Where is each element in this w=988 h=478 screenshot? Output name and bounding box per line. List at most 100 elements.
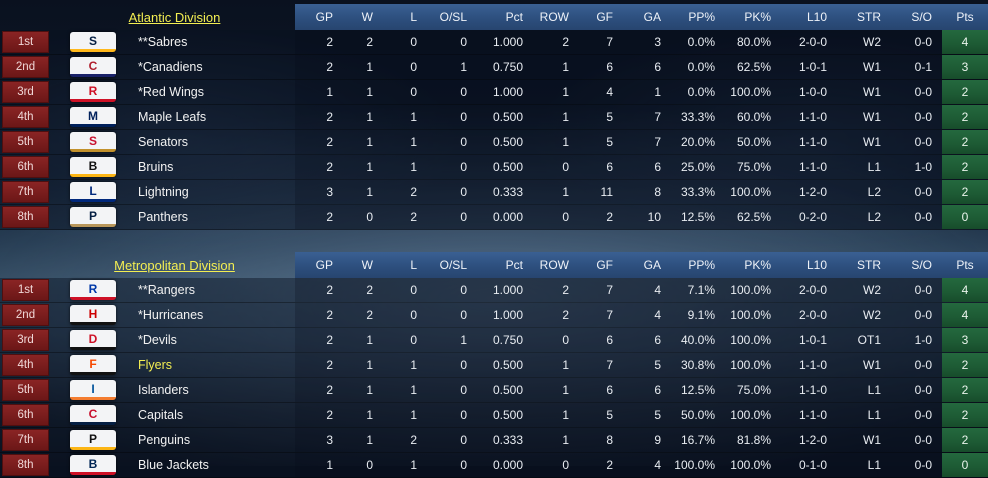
team-logo: D — [70, 330, 116, 350]
team-name[interactable]: Panthers — [138, 210, 189, 224]
stat-s-o: 0-0 — [891, 180, 942, 204]
team-row[interactable]: 1st R **Rangers 2 2 0 0 1.000 2 7 4 7.1% 100.0% 2-… — [0, 278, 988, 303]
stat-str: W1 — [837, 353, 891, 377]
team-logo: R — [70, 82, 116, 102]
stat-pct: 0.333 — [477, 428, 533, 452]
stat-l: 1 — [383, 453, 427, 477]
stat-row: 1 — [533, 180, 579, 204]
stat-pct: 0.500 — [477, 378, 533, 402]
team-name[interactable]: Capitals — [138, 408, 184, 422]
column-header-ga[interactable]: GA — [623, 4, 671, 30]
column-header-l10[interactable]: L10 — [781, 4, 837, 30]
stat-pp: 9.1% — [671, 303, 725, 327]
team-row[interactable]: 5th I Islanders 2 1 1 0 0.500 1 6 6 12.5% 75.0% 1-… — [0, 378, 988, 403]
team-name[interactable]: *Red Wings — [138, 85, 204, 99]
column-header-w[interactable]: W — [343, 252, 383, 278]
team-logo-cell: C — [52, 55, 134, 79]
team-name[interactable]: Flyers — [138, 358, 173, 372]
column-header-ga[interactable]: GA — [623, 252, 671, 278]
team-row[interactable]: 4th F Flyers 2 1 1 0 0.500 1 7 5 30.8% 100.0% 1-1-… — [0, 353, 988, 378]
team-row[interactable]: 3rd R *Red Wings 1 1 0 0 1.000 1 4 1 0.0% 100.0% 1… — [0, 80, 988, 105]
column-header-pp[interactable]: PP% — [671, 4, 725, 30]
column-header-row[interactable]: ROW — [533, 4, 579, 30]
team-row[interactable]: 6th B Bruins 2 1 1 0 0.500 0 6 6 25.0% 75.0% 1-1-0… — [0, 155, 988, 180]
column-header-gf[interactable]: GF — [579, 4, 623, 30]
column-header-w[interactable]: W — [343, 4, 383, 30]
column-header-pts[interactable]: Pts — [942, 252, 988, 278]
team-name[interactable]: *Canadiens — [138, 60, 203, 74]
team-row[interactable]: 2nd C *Canadiens 2 1 0 1 0.750 1 6 6 0.0% 62.5% 1-… — [0, 55, 988, 80]
column-header-pct[interactable]: Pct — [477, 252, 533, 278]
team-row[interactable]: 4th M Maple Leafs 2 1 1 0 0.500 1 5 7 33.3% 60.0%… — [0, 105, 988, 130]
stat-gp: 3 — [295, 428, 343, 452]
stat-ga: 4 — [623, 303, 671, 327]
stat-pk: 100.0% — [725, 453, 781, 477]
column-header-l[interactable]: L — [383, 252, 427, 278]
stat-o-sl: 0 — [427, 105, 477, 129]
team-name[interactable]: Senators — [138, 135, 189, 149]
column-header-o-sl[interactable]: O/SL — [427, 4, 477, 30]
division-title[interactable]: Atlantic Division — [128, 9, 221, 25]
team-name[interactable]: Maple Leafs — [138, 110, 207, 124]
stat-s-o: 1-0 — [891, 328, 942, 352]
team-row[interactable]: 7th L Lightning 3 1 2 0 0.333 1 11 8 33.3% 100.0%… — [0, 180, 988, 205]
team-logo: L — [70, 182, 116, 202]
team-logo-cell: R — [52, 80, 134, 104]
column-header-pk[interactable]: PK% — [725, 4, 781, 30]
column-header-pts[interactable]: Pts — [942, 4, 988, 30]
stat-pp: 40.0% — [671, 328, 725, 352]
stat-l10: 2-0-0 — [781, 278, 837, 302]
team-row[interactable]: 6th C Capitals 2 1 1 0 0.500 1 5 5 50.0% 100.0% 1-… — [0, 403, 988, 428]
column-header-o-sl[interactable]: O/SL — [427, 252, 477, 278]
stat-ga: 5 — [623, 403, 671, 427]
stat-l: 0 — [383, 278, 427, 302]
stat-str: W2 — [837, 303, 891, 327]
stat-gp: 2 — [295, 328, 343, 352]
rank-badge: 2nd — [2, 304, 49, 326]
stat-l10: 2-0-0 — [781, 30, 837, 54]
standings-header-row: Metropolitan Division GP W L O/SL Pct ROW GF GA… — [0, 252, 988, 278]
team-name[interactable]: **Rangers — [138, 283, 195, 297]
stat-o-sl: 0 — [427, 155, 477, 179]
team-name[interactable]: Blue Jackets — [138, 458, 209, 472]
team-row[interactable]: 7th P Penguins 3 1 2 0 0.333 1 8 9 16.7% 81.8% 1-2… — [0, 428, 988, 453]
team-row[interactable]: 8th P Panthers 2 0 2 0 0.000 0 2 10 12.5% 62.5% 0-… — [0, 205, 988, 230]
team-name[interactable]: Islanders — [138, 383, 189, 397]
team-row[interactable]: 5th S Senators 2 1 1 0 0.500 1 5 7 20.0% 50.0% 1-1… — [0, 130, 988, 155]
team-name[interactable]: *Hurricanes — [138, 308, 204, 322]
stat-l10: 1-1-0 — [781, 353, 837, 377]
column-header-s-o[interactable]: S/O — [891, 252, 942, 278]
team-logo-cell: P — [52, 205, 134, 229]
stat-l10: 2-0-0 — [781, 303, 837, 327]
team-name[interactable]: *Devils — [138, 333, 177, 347]
team-name[interactable]: Lightning — [138, 185, 189, 199]
column-header-gp[interactable]: GP — [295, 252, 343, 278]
division-standings: Atlantic Division GP W L O/SL Pct ROW GF GA PP% P… — [0, 4, 988, 230]
stat-l10: 0-1-0 — [781, 453, 837, 477]
column-header-l10[interactable]: L10 — [781, 252, 837, 278]
stat-l10: 1-0-1 — [781, 328, 837, 352]
team-row[interactable]: 3rd D *Devils 2 1 0 1 0.750 0 6 6 40.0% 100.0% 1-0… — [0, 328, 988, 353]
column-header-gf[interactable]: GF — [579, 252, 623, 278]
column-header-pp[interactable]: PP% — [671, 252, 725, 278]
division-title[interactable]: Metropolitan Division — [114, 257, 235, 273]
column-header-str[interactable]: STR — [837, 252, 891, 278]
stat-gf: 7 — [579, 353, 623, 377]
stat-gf: 2 — [579, 205, 623, 229]
column-header-pct[interactable]: Pct — [477, 4, 533, 30]
team-name[interactable]: Bruins — [138, 160, 174, 174]
column-header-l[interactable]: L — [383, 4, 427, 30]
stat-pct: 1.000 — [477, 30, 533, 54]
column-header-pk[interactable]: PK% — [725, 252, 781, 278]
column-header-str[interactable]: STR — [837, 4, 891, 30]
stat-pp: 33.3% — [671, 105, 725, 129]
stat-row: 0 — [533, 155, 579, 179]
team-row[interactable]: 1st S **Sabres 2 2 0 0 1.000 2 7 3 0.0% 80.0% 2-0-… — [0, 30, 988, 55]
column-header-gp[interactable]: GP — [295, 4, 343, 30]
team-name[interactable]: **Sabres — [138, 35, 188, 49]
team-row[interactable]: 2nd H *Hurricanes 2 2 0 0 1.000 2 7 4 9.1% 100.0%… — [0, 303, 988, 328]
column-header-row[interactable]: ROW — [533, 252, 579, 278]
column-header-s-o[interactable]: S/O — [891, 4, 942, 30]
team-name[interactable]: Penguins — [138, 433, 191, 447]
rank-badge: 1st — [2, 31, 49, 53]
